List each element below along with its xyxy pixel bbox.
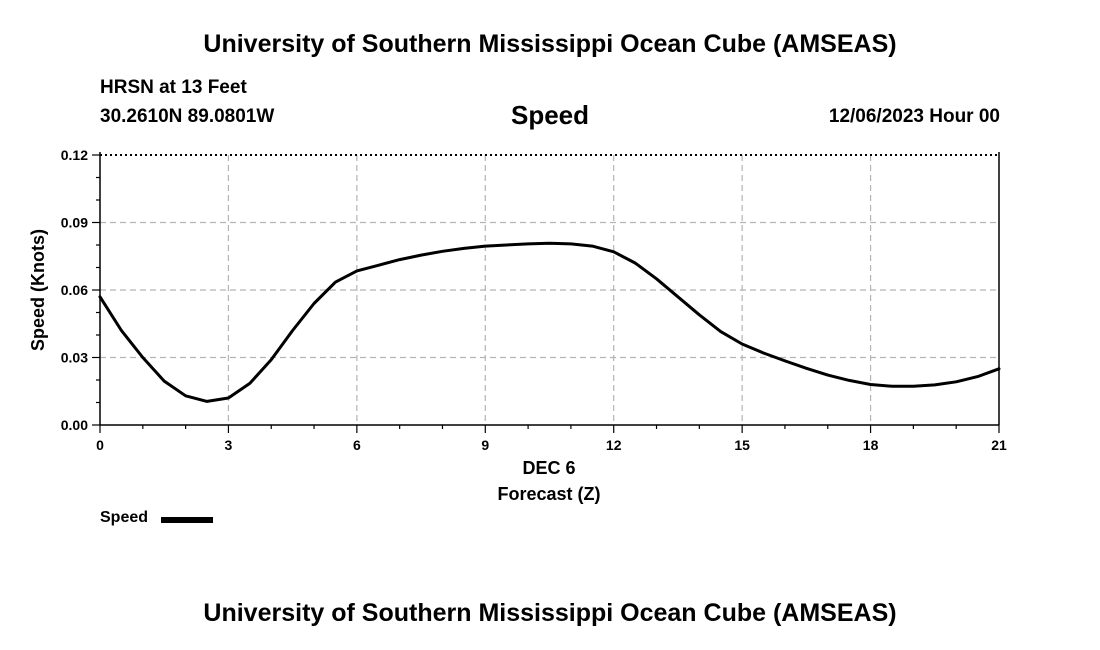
y-tick-label: 0.12 [61, 147, 88, 163]
x-axis-label: Forecast (Z) [497, 484, 600, 504]
speed-line [98, 241, 1001, 403]
x-tick-label: 6 [353, 437, 361, 453]
station-label: HRSN at 13 Feet [100, 77, 247, 98]
y-tick-label: 0.06 [61, 282, 88, 298]
x-tick-label: 21 [991, 437, 1007, 453]
chart-title-bottom: University of Southern Mississippi Ocean… [203, 599, 897, 627]
series-layer [98, 241, 1001, 403]
chart-title-top: University of Southern Mississippi Ocean… [203, 30, 897, 58]
x-tick-label: 9 [481, 437, 489, 453]
legend-swatch [161, 517, 213, 523]
plot-title: Speed [510, 100, 590, 130]
x-tick-label: 15 [734, 437, 750, 453]
y-tick-label: 0.03 [61, 350, 88, 366]
x-tick-label: 18 [863, 437, 879, 453]
y-tick-label: 0.09 [61, 215, 88, 231]
date-label: 12/06/2023 Hour 00 [828, 106, 1000, 127]
tick-labels: 0 3 6 9 12 15 18 21 0.00 0.03 0.06 0.09 0.12 [61, 147, 1007, 453]
y-tick-label: 0.00 [61, 417, 88, 433]
x-tick-label: 12 [606, 437, 622, 453]
coordinates-label: 30.2610N 89.0801W [100, 106, 275, 127]
axes [92, 152, 1000, 433]
y-axis-label: Speed (Knots) [28, 229, 48, 351]
legend-label: Speed [100, 509, 149, 526]
x-tick-label: 3 [225, 437, 233, 453]
x-axis-sublabel: DEC 6 [522, 458, 575, 478]
x-tick-label: 0 [96, 437, 104, 453]
grid [100, 155, 999, 425]
